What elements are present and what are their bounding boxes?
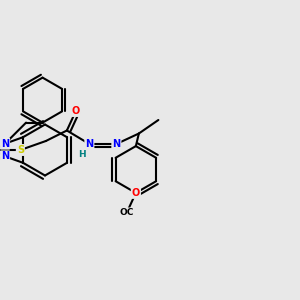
- Text: O: O: [132, 188, 140, 198]
- Text: H: H: [78, 150, 86, 159]
- Text: N: N: [1, 152, 9, 161]
- Text: N: N: [112, 139, 120, 149]
- Text: N: N: [1, 139, 9, 148]
- Text: S: S: [17, 145, 24, 155]
- Text: OC: OC: [120, 208, 134, 217]
- Text: O: O: [72, 106, 80, 116]
- Text: N: N: [85, 139, 93, 149]
